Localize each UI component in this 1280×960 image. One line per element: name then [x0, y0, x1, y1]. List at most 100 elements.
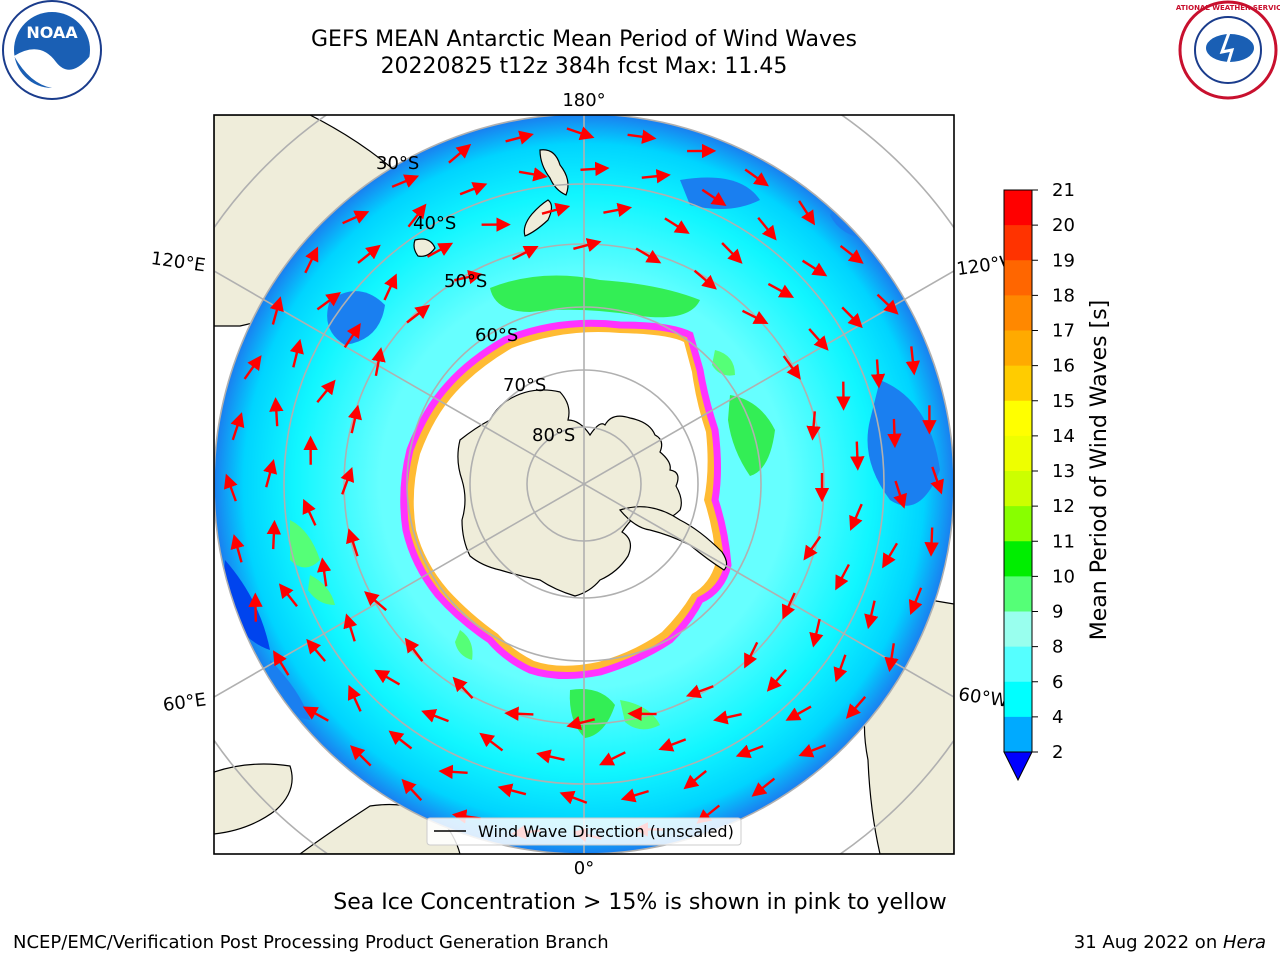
- wave-direction-arrow: [841, 306, 863, 329]
- colorbar-tick-label: 17: [1052, 321, 1075, 342]
- colorbar-tick-label: 20: [1052, 215, 1075, 236]
- wave-direction-arrow: [864, 600, 879, 630]
- wave-direction-arrow: [391, 174, 420, 188]
- footer-right: 31 Aug 2022 on Hera: [1074, 932, 1266, 953]
- wave-direction-arrow: [887, 418, 902, 449]
- colorbar-segment: [1004, 400, 1032, 437]
- colorbar-tick-label: 12: [1052, 496, 1075, 517]
- wave-direction-arrow: [316, 292, 341, 311]
- colorbar-tick-label: 8: [1052, 637, 1063, 658]
- colorbar-segment: [1004, 716, 1032, 753]
- tasmania-land: [413, 238, 436, 257]
- wave-direction-arrow: [833, 654, 848, 683]
- wave-direction-arrow: [635, 247, 662, 264]
- meridian-label-180: 180°: [562, 90, 605, 111]
- wave-direction-arrow: [835, 563, 850, 591]
- footer-date: 31 Aug 2022 on: [1073, 932, 1223, 953]
- wave-direction-arrow: [850, 441, 865, 471]
- wave-direction-arrow: [803, 535, 822, 561]
- wave-direction-arrow: [347, 684, 362, 712]
- colorbar-segment: [1004, 330, 1032, 367]
- footer-machine: Hera: [1222, 932, 1266, 953]
- noaa-logo-text: NOAA: [26, 23, 78, 42]
- wave-direction-arrow: [497, 783, 527, 798]
- wave-direction-arrow: [383, 273, 398, 301]
- parallel-label-40s: 40°S: [413, 213, 456, 234]
- parallel-label-50s: 50°S: [444, 271, 487, 292]
- wave-direction-arrow: [580, 161, 610, 177]
- wave-direction-arrow: [566, 126, 595, 141]
- wave-direction-arrow: [701, 188, 727, 207]
- wave-direction-arrow: [870, 359, 886, 389]
- wave-direction-arrow: [541, 202, 571, 217]
- wave-direction-arrow: [479, 732, 504, 752]
- wave-direction-arrow: [876, 293, 899, 315]
- parallel-label-60s: 60°S: [475, 325, 518, 346]
- sea-ice-caption: Sea Ice Concentration > 15% is shown in …: [333, 890, 947, 915]
- wave-direction-arrow: [459, 182, 488, 196]
- nws-logo-text: NATIONAL WEATHER SERVICE: [1176, 4, 1280, 12]
- wave-direction-arrow: [371, 347, 386, 377]
- wave-direction-arrow: [741, 309, 769, 324]
- colorbar-tick-label: 14: [1052, 426, 1075, 447]
- wave-direction-arrow: [346, 528, 360, 557]
- colorbar-segment: [1004, 295, 1032, 331]
- wave-direction-arrow: [340, 466, 355, 495]
- colorbar-tick-label: 18: [1052, 285, 1075, 306]
- wave-direction-arrow: [504, 706, 534, 721]
- meridian-label-0: 0°: [574, 858, 594, 879]
- meridian-label-120e: 120°E: [150, 248, 207, 276]
- wave-direction-arrow: [683, 769, 707, 790]
- wave-direction-arrow: [243, 355, 262, 380]
- wave-direction-arrow: [798, 200, 816, 226]
- wave-direction-arrow: [809, 618, 824, 648]
- colorbar-tick-label: 11: [1052, 531, 1075, 552]
- wave-direction-arrow: [536, 749, 565, 764]
- wave-direction-arrow: [685, 684, 714, 699]
- nws-logo: NATIONAL WEATHER SERVICE: [1176, 0, 1280, 100]
- wave-direction-arrow: [908, 587, 923, 615]
- wave-direction-arrow: [744, 641, 759, 669]
- colorbar-segment: [1004, 611, 1032, 648]
- wave-direction-arrow: [342, 210, 370, 225]
- wave-direction-arrow: [230, 412, 245, 441]
- meridian-label-60e: 60°E: [162, 689, 208, 716]
- wave-direction-arrow: [347, 404, 363, 434]
- graticule: [214, 115, 954, 854]
- wave-direction-arrow: [357, 244, 381, 264]
- wave-direction-arrow: [407, 203, 427, 228]
- wave-direction-arrow: [401, 778, 423, 802]
- wave-direction-arrow: [223, 473, 238, 502]
- colorbar-tick-label: 6: [1052, 672, 1063, 693]
- colorbar-segment: [1004, 471, 1032, 507]
- colorbar-segment: [1004, 260, 1032, 296]
- colorbar-segment: [1004, 681, 1032, 718]
- colorbar-tick-label: 13: [1052, 461, 1075, 482]
- wave-direction-arrow: [316, 557, 332, 587]
- parallel-label-70s: 70°S: [503, 375, 546, 396]
- wave-direction-arrow: [693, 269, 717, 290]
- wave-direction-arrow: [306, 638, 327, 662]
- colorbar-tick-label: 4: [1052, 707, 1063, 728]
- footer-left: NCEP/EMC/Verification Post Processing Pr…: [13, 932, 609, 953]
- wave-direction-arrow: [766, 669, 788, 692]
- wave-direction-arrow: [512, 245, 539, 261]
- wave-direction-arrow: [438, 764, 468, 780]
- wave-direction-arrow: [782, 355, 801, 380]
- colorbar-segment: [1004, 365, 1032, 402]
- wave-direction-arrow: [454, 270, 483, 285]
- wave-direction-arrow: [627, 129, 657, 144]
- wave-direction-arrow: [721, 242, 743, 264]
- wave-direction-arrow: [374, 669, 401, 686]
- wave-direction-arrow: [658, 737, 687, 752]
- wave-direction-arrow: [269, 397, 284, 427]
- wave-direction-arrow: [905, 346, 921, 376]
- wave-direction-arrow: [751, 777, 776, 797]
- wave-direction-arrow: [343, 322, 361, 349]
- wave-direction-arrow: [349, 745, 372, 767]
- wave-direction-arrow: [263, 458, 278, 488]
- wave-direction-arrow: [452, 676, 474, 700]
- wave-direction-arrow: [603, 202, 633, 218]
- wave-direction-arrow: [302, 498, 317, 526]
